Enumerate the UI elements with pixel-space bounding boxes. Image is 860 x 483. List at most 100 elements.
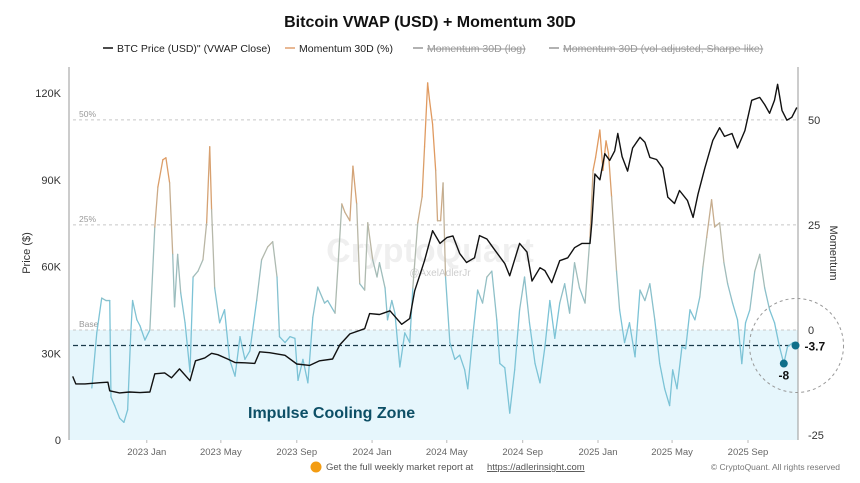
momentum-segment [736,319,743,365]
momentum-segment [334,203,343,314]
momentum-segment [412,222,419,289]
momentum-segment [399,332,406,368]
momentum-segment [705,199,713,239]
momentum-segment [623,322,631,344]
momentum-segment [773,322,781,348]
copyright: © CryptoQuant. All rights reserved [711,462,840,472]
momentum-segment [364,222,369,291]
momentum-segment [764,287,771,311]
momentum-marker [791,341,800,350]
momentum-segment [559,283,566,304]
momentum-segment [312,286,319,318]
momentum-segment [544,299,551,348]
momentum-segment [726,283,734,304]
reference-label: Base [79,319,99,329]
legend-item[interactable]: BTC Price (USD)" (VWAP Close) [117,43,271,55]
momentum-segment [431,123,437,171]
momentum-segment [172,253,176,308]
momentum-segment [139,325,146,341]
legend-item[interactable]: Momentum 30D (vol-adjusted, Sharpe-like) [563,43,763,55]
x-tick-label: 2025 May [651,447,693,458]
momentum-segment [618,309,626,344]
momentum-segment [539,346,546,384]
impulse-cooling-zone: Impulse Cooling Zone [69,329,798,440]
momentum-segment [131,299,138,321]
x-tick-label: 2024 Jan [353,447,392,458]
momentum-segment [352,165,358,205]
momentum-segment [467,336,474,390]
momentum-segment [404,332,411,344]
y-right-tick-label: 50 [808,115,820,127]
x-tick-label: 2023 Jan [127,447,166,458]
legend: BTC Price (USD)" (VWAP Close) Momentum 30… [103,43,763,55]
momentum-segment [149,226,156,331]
momentum-segment [376,262,381,278]
momentum-segment [91,332,98,389]
y-right-tick-label: 0 [808,325,814,337]
reference-lines: 50% 25% Base [73,109,798,347]
momentum-segment [491,270,498,321]
y-right-axis-title: Momentum [827,225,839,280]
momentum-segment [672,369,678,390]
report-icon [310,461,322,473]
momentum-segment [699,266,704,298]
momentum-segment [564,283,571,314]
legend-item[interactable]: Momentum 30D (%) [299,43,393,55]
momentum-segment [573,262,581,289]
momentum-segment [749,270,756,311]
momentum-segment [101,297,107,302]
momentum-segment [214,287,221,324]
momentum-segment [302,358,309,384]
momentum-segment [197,259,204,272]
momentum-annotation-label: -3.7 [805,339,826,353]
x-tick-label: 2024 May [426,447,468,458]
footer-link[interactable]: https://adlerinsight.com [487,462,585,473]
momentum-series [91,82,797,424]
momentum-segment [549,299,556,339]
momentum-segment [391,299,396,314]
momentum-segment [267,241,274,248]
momentum-segment [206,146,211,224]
momentum-segment [192,270,199,278]
momentum-segment [228,358,236,377]
momentum-segment [184,322,191,373]
y-left-axis-title: Price ($) [21,232,33,274]
momentum-segment [568,262,576,314]
annotations: -3.7 -8 [749,297,845,393]
momentum-segment [504,367,511,414]
momentum-segment [428,99,434,125]
momentum-segment [714,222,721,228]
momentum-segment [710,199,716,228]
btc-price-line [72,83,798,394]
momentum-segment [394,312,401,368]
momentum-segment [110,396,116,407]
momentum-segment [589,169,594,239]
momentum-segment [459,354,466,371]
footer-text: Get the full weekly market report at [326,462,474,473]
momentum-segment [256,259,263,302]
price-series [72,83,798,394]
momentum-segment [341,203,346,213]
momentum-segment [486,270,493,278]
momentum-segment [449,341,456,361]
momentum-segment [754,253,761,272]
momentum-segment [180,292,186,324]
x-tick-label: 2023 May [200,447,242,458]
momentum-segment [426,82,431,101]
y-left-tick-label: 120K [35,88,61,100]
axes: 0 30K 60K 90K 120K 50 25 0 -25 2023 Jan 2023 May 20… [21,67,839,458]
momentum-segment [514,309,521,371]
momentum-segment [260,246,269,261]
chart-title: Bitcoin VWAP (USD) + Momentum 30D [284,14,576,31]
momentum-segment [96,297,103,334]
y-left-tick-label: 90K [41,175,61,187]
momentum-segment [372,259,378,278]
y-left-tick-label: 0 [55,435,61,447]
legend-item[interactable]: Momentum 30D (log) [427,43,526,55]
x-tick-label: 2023 Sep [276,447,317,458]
momentum-segment [509,369,516,414]
momentum-marker [779,359,788,368]
zone-fill [69,329,798,440]
momentum-segment [223,309,231,361]
